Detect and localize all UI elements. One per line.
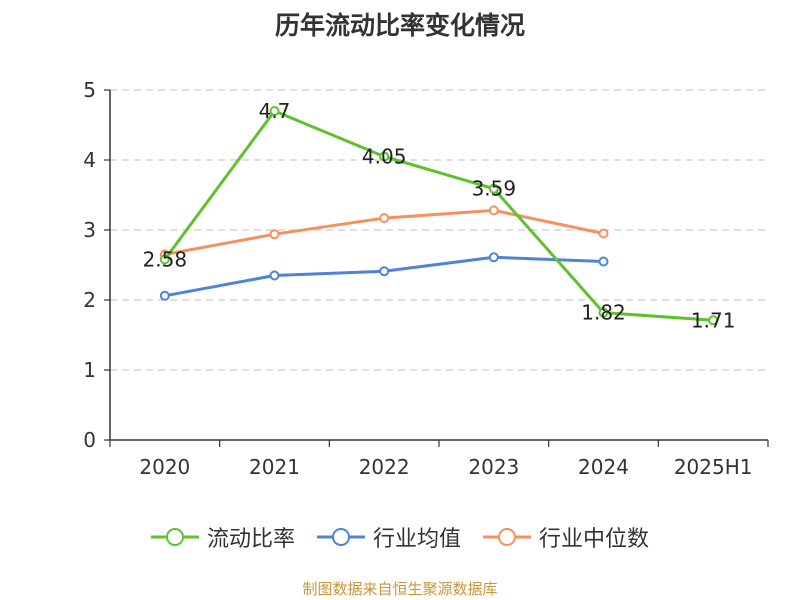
data-label: 1.82 (581, 301, 626, 325)
gridlines (110, 89, 768, 371)
y-tick-label: 0 (83, 428, 96, 452)
y-tick-label: 4 (83, 148, 96, 172)
data-point[interactable] (598, 256, 609, 267)
legend-marker-industry-median (483, 528, 531, 546)
x-tick-label: 2021 (249, 455, 300, 479)
x-tick-label: 2020 (139, 455, 190, 479)
y-tick-label: 3 (83, 218, 96, 242)
legend-item-current-ratio[interactable]: 流动比率 (150, 521, 295, 553)
data-label: 4.05 (362, 145, 407, 169)
chart-title: 历年流动比率变化情况 (274, 11, 525, 40)
data-point[interactable] (159, 290, 170, 301)
data-point[interactable] (708, 315, 719, 326)
data-label: 2.58 (143, 247, 188, 271)
legend-label-current-ratio: 流动比率 (206, 527, 295, 552)
y-tick-label: 1 (83, 358, 96, 382)
data-point[interactable] (159, 254, 170, 265)
legend-item-industry-median[interactable]: 行业中位数 (483, 521, 649, 553)
series-lines (159, 106, 719, 326)
series-line-1 (164, 255, 604, 298)
x-tick-label: 2023 (468, 455, 519, 479)
legend: 流动比率 行业均值 行业中位数 (0, 520, 800, 554)
legend-label-industry-median: 行业中位数 (539, 527, 650, 552)
data-label: 3.59 (472, 177, 517, 201)
axes: 0 1 2 3 4 5 2020 2021 2022 2023 2024 2025H1 (83, 78, 769, 479)
y-tick-label: 2 (83, 288, 96, 312)
data-point[interactable] (488, 205, 499, 216)
y-tick-label: 5 (83, 78, 96, 102)
source-footer: 制图数据来自恒生聚源数据库 (302, 580, 498, 598)
data-point[interactable] (379, 213, 390, 224)
legend-marker-current-ratio (150, 528, 199, 546)
data-point[interactable] (488, 183, 499, 194)
data-labels: 2.58 4.7 4.05 3.59 1.82 1.71 (143, 99, 736, 332)
data-label: 4.7 (259, 99, 291, 123)
x-tick-label: 2022 (359, 455, 410, 479)
legend-marker-industry-mean (316, 528, 365, 546)
data-point[interactable] (379, 266, 390, 277)
data-point[interactable] (269, 229, 280, 240)
series-line-0 (163, 109, 714, 322)
data-point[interactable] (598, 228, 609, 239)
legend-label-industry-mean: 行业均值 (372, 527, 461, 552)
x-tick-label: 2025H1 (674, 455, 753, 479)
data-point[interactable] (598, 307, 609, 318)
x-tick-label: 2024 (578, 455, 629, 479)
legend-item-industry-mean[interactable]: 行业均值 (316, 521, 461, 553)
data-point[interactable] (269, 270, 280, 281)
data-point[interactable] (488, 252, 499, 263)
data-point[interactable] (269, 106, 280, 116)
data-label: 1.71 (691, 308, 736, 332)
data-point[interactable] (379, 151, 390, 162)
